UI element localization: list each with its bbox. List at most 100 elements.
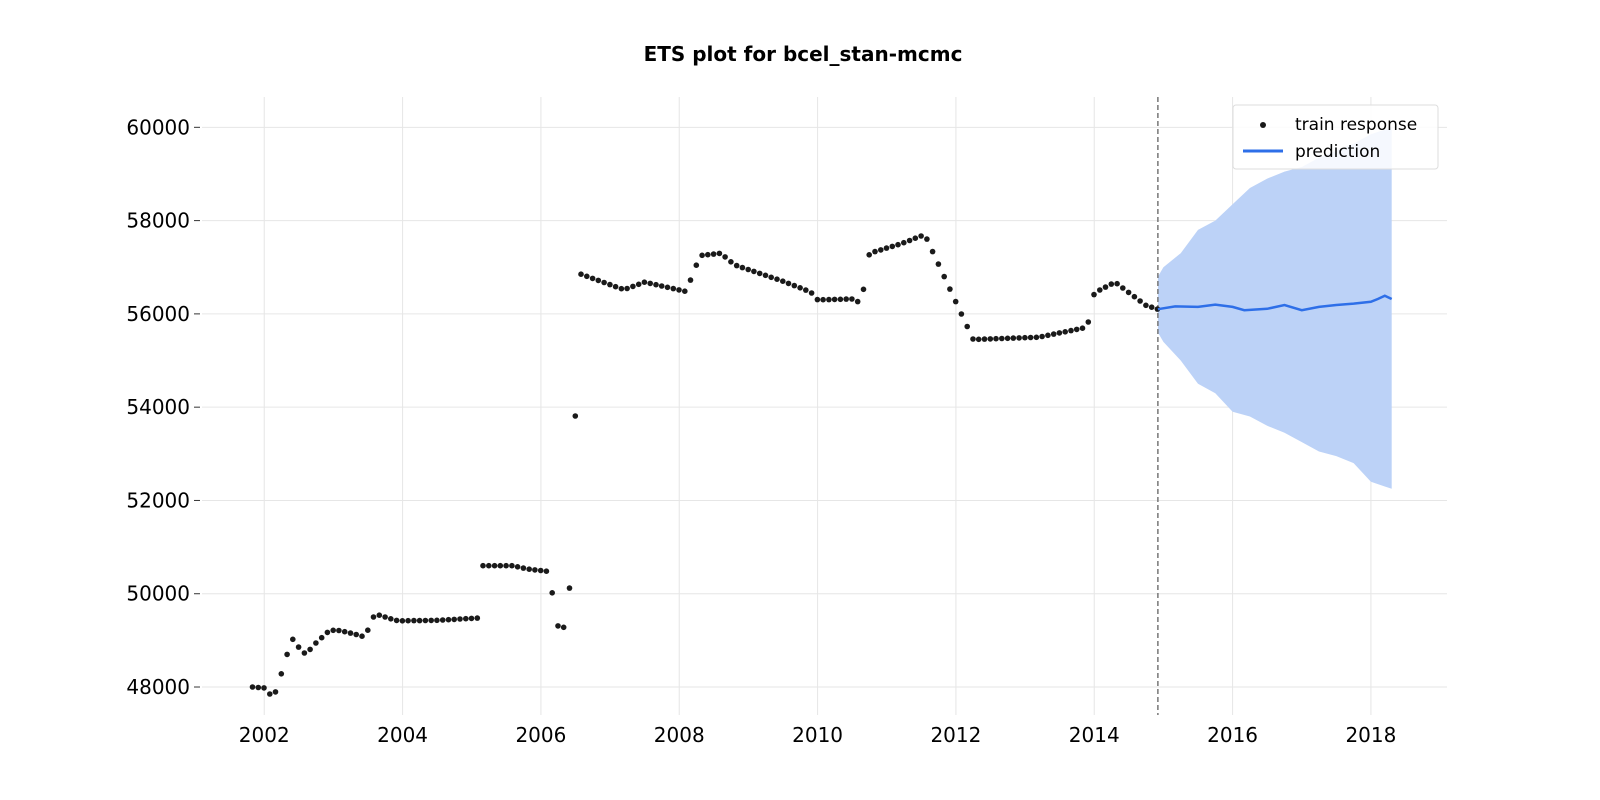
chart-title: ETS plot for bcel_stan-mcmc [644, 42, 963, 66]
train-point [290, 636, 296, 643]
train-point [284, 651, 290, 658]
train-point [584, 273, 590, 280]
train-point [566, 585, 573, 591]
train-point [797, 285, 803, 291]
x-tick-label: 2010 [792, 723, 843, 747]
train-point [872, 248, 878, 255]
train-point [1068, 327, 1074, 334]
y-tick-label: 58000 [126, 209, 190, 233]
train-point [768, 274, 774, 281]
train-point [307, 646, 313, 653]
y-tick-label: 48000 [126, 675, 190, 699]
train-point [595, 277, 602, 284]
train-point [463, 615, 469, 622]
legend-train-marker [1260, 122, 1266, 128]
train-point [630, 283, 636, 290]
train-point [849, 296, 855, 302]
train-point [975, 336, 982, 343]
y-tick-label: 54000 [126, 395, 190, 419]
train-point [388, 616, 394, 622]
train-point [987, 336, 994, 342]
train-point [255, 684, 262, 691]
train-point [981, 336, 988, 342]
train-point [883, 245, 890, 251]
train-point [635, 281, 642, 288]
train-point [601, 279, 607, 286]
prediction-line [1157, 294, 1393, 312]
train-point [728, 259, 734, 265]
train-point [607, 281, 613, 288]
train-point [491, 562, 498, 569]
train-point [745, 266, 751, 273]
train-point [647, 280, 653, 287]
x-tick-label: 2016 [1207, 723, 1258, 747]
train-point [474, 615, 481, 621]
train-point [756, 270, 763, 277]
train-point [249, 684, 256, 690]
train-point [1114, 280, 1120, 287]
train-point [970, 336, 976, 342]
train-point [480, 562, 486, 569]
train-point [399, 618, 406, 624]
train-point [814, 296, 821, 303]
train-point [889, 243, 896, 250]
train-point [509, 562, 515, 569]
train-point [866, 252, 872, 258]
train-point [1050, 331, 1057, 337]
train-point [612, 283, 619, 290]
x-tick-label: 2004 [377, 723, 428, 747]
train-point [837, 296, 844, 303]
train-point [999, 335, 1005, 342]
x-tick-label: 2008 [654, 723, 705, 747]
train-point [878, 247, 884, 253]
train-point [803, 287, 809, 293]
train-point [774, 276, 780, 283]
train-point [641, 279, 648, 286]
train-point [716, 250, 723, 257]
train-point [1027, 334, 1034, 341]
train-point [929, 248, 936, 255]
x-tick-label: 2012 [930, 723, 981, 747]
train-point [653, 281, 659, 288]
train-point [780, 278, 786, 285]
train-point [272, 689, 279, 695]
legend-prediction-label: prediction [1295, 142, 1380, 162]
train-point [267, 691, 273, 697]
train-point [589, 275, 596, 282]
train-point [520, 565, 527, 571]
train-point [330, 627, 337, 634]
train-point [578, 271, 584, 278]
train-point [1004, 335, 1011, 342]
train-point [497, 562, 504, 569]
train-point [618, 285, 625, 292]
train-point [1033, 334, 1040, 341]
train-point [376, 612, 383, 618]
train-point [457, 616, 463, 622]
train-point [434, 617, 440, 624]
train-point [947, 286, 953, 292]
train-point [318, 634, 325, 641]
train-point [1062, 329, 1068, 335]
prediction-series [1157, 294, 1393, 312]
y-tick-label: 60000 [126, 115, 190, 139]
train-point [906, 237, 913, 244]
train-point [405, 617, 411, 624]
train-point [295, 644, 302, 650]
train-point [705, 251, 711, 258]
train-point [336, 627, 342, 634]
x-axis-ticks: 2002 2004 2006 2008 2010 2012 2014 2016 2018 [239, 723, 1397, 747]
x-tick-label: 2006 [515, 723, 566, 747]
train-point [1091, 291, 1097, 298]
train-point [843, 296, 849, 302]
train-point [1148, 304, 1155, 311]
train-point [826, 296, 832, 303]
train-point [1022, 334, 1028, 341]
train-point [1131, 293, 1138, 300]
train-point [895, 241, 901, 248]
train-point [365, 627, 371, 633]
train-point [808, 290, 815, 296]
train-point [791, 282, 798, 289]
train-response-series [249, 233, 1161, 697]
